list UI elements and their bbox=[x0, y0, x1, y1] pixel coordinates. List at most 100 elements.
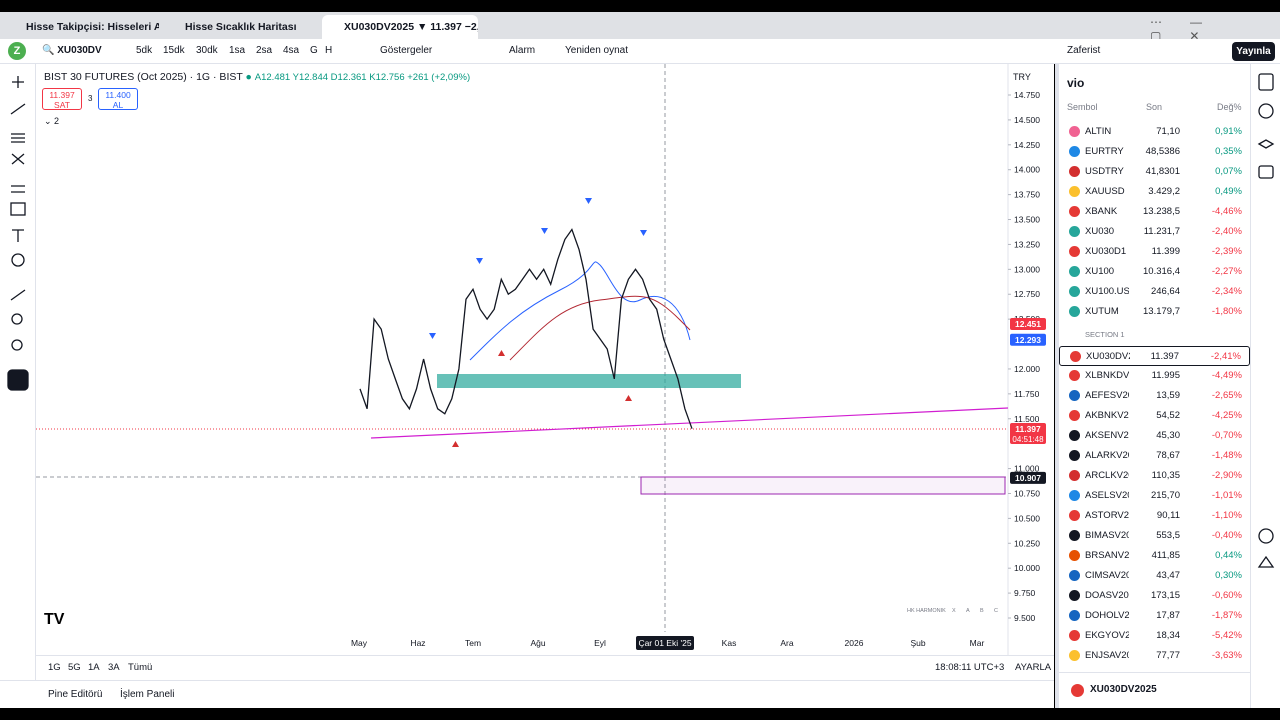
last-price: 215,70 bbox=[1150, 490, 1180, 501]
watchlist-row[interactable]: EKGYOV20 18,34 -5,42% bbox=[1059, 626, 1250, 646]
symbol: ENJSAV202 bbox=[1085, 650, 1129, 661]
interval-button[interactable]: 15dk bbox=[163, 45, 185, 56]
buy-button[interactable]: 11.400 AL bbox=[98, 88, 138, 110]
drawing-toolbar bbox=[0, 64, 36, 680]
bottom-panel: Pine Editörü İşlem Paneli bbox=[0, 680, 1054, 708]
footer-symbol[interactable]: XU030DV2025 bbox=[1090, 684, 1157, 695]
range-button[interactable]: 1G bbox=[48, 662, 61, 673]
last-price: 173,15 bbox=[1150, 590, 1180, 601]
indicators-button[interactable]: Göstergeler bbox=[380, 45, 433, 56]
watchlist-row[interactable]: ASELSV202 215,70 -1,01% bbox=[1059, 486, 1250, 506]
currency[interactable]: TRY bbox=[1013, 72, 1031, 82]
symbol: XBANK bbox=[1085, 206, 1118, 217]
x-tick-label: 2026 bbox=[845, 638, 864, 648]
watchlist-row[interactable]: CIMSAV202 43,47 0,30% bbox=[1059, 566, 1250, 586]
indicator-toggle[interactable]: ⌄ 2 bbox=[44, 116, 60, 126]
y-tick-label: 10.250 bbox=[1014, 538, 1040, 548]
replay-button[interactable]: Yeniden oynat bbox=[565, 45, 629, 56]
interval-button[interactable]: 5dk bbox=[136, 45, 153, 56]
last-price: 43,47 bbox=[1156, 570, 1180, 581]
watchlist-row[interactable]: XLBNKDV2 11.995 -4,49% bbox=[1059, 366, 1250, 386]
y-tick-label: 10.000 bbox=[1014, 563, 1040, 573]
range-button[interactable]: 1A bbox=[88, 662, 100, 673]
watchlist-row[interactable]: XU030 11.231,7 -2,40% bbox=[1059, 222, 1250, 242]
pattern-tool-label: HK HARMONIK bbox=[907, 608, 946, 614]
trading-panel-tab[interactable]: İşlem Paneli bbox=[120, 689, 175, 700]
last-price: 13,59 bbox=[1156, 390, 1180, 401]
sell-button[interactable]: 11.397 SAT bbox=[42, 88, 82, 110]
last-price: 90,11 bbox=[1156, 510, 1180, 521]
change: 0,44% bbox=[1215, 550, 1242, 561]
watchlist-row[interactable]: ENJSAV202 77,77 -3,63% bbox=[1059, 646, 1250, 666]
symbol-search[interactable]: 🔍 XU030DV bbox=[42, 45, 102, 56]
watchlist-row[interactable]: ARCLKV20 110,35 -2,90% bbox=[1059, 466, 1250, 486]
tab[interactable]: XU030DV2025 ▼ 11.397 −2,4 bbox=[322, 15, 478, 39]
tab[interactable]: Hisse Takipçisi: Hisseleri Araya bbox=[4, 15, 159, 39]
interval-button[interactable]: G bbox=[310, 45, 318, 56]
watchlist-row[interactable]: EURTRY 48,5386 0,35% bbox=[1059, 142, 1250, 162]
layout-button[interactable]: Zaferist bbox=[1067, 45, 1101, 56]
range-button[interactable]: 3A bbox=[108, 662, 120, 673]
symbol: USDTRY bbox=[1085, 166, 1124, 177]
sell-price: 11.397 bbox=[49, 90, 75, 100]
last-price: 48,5386 bbox=[1145, 146, 1180, 157]
y-tick-label: 14.750 bbox=[1014, 90, 1040, 100]
panel-icons[interactable] bbox=[1251, 64, 1280, 664]
watchlist-row[interactable]: XU030D1 11.399 -2,39% bbox=[1059, 242, 1250, 262]
pine-editor-tab[interactable]: Pine Editörü bbox=[48, 689, 103, 700]
range-button[interactable]: 5G bbox=[68, 662, 81, 673]
symbol: ASTORV20 bbox=[1085, 510, 1129, 521]
watchlist-row[interactable]: DOASV202 173,15 -0,60% bbox=[1059, 586, 1250, 606]
tab[interactable]: Hisse Sıcaklık Haritası bbox=[163, 15, 318, 39]
watchlist-row[interactable]: XU030DV2 11.397 -2,41% bbox=[1059, 346, 1250, 366]
interval-button[interactable]: H bbox=[325, 45, 333, 56]
watchlist-row[interactable]: DOHOLV20 17,87 -1,87% bbox=[1059, 606, 1250, 626]
column-header[interactable]: Sembol bbox=[1067, 102, 1098, 112]
moving-average bbox=[509, 295, 691, 361]
symbol-icon bbox=[1069, 650, 1080, 661]
last-price: 11.397 bbox=[1150, 351, 1179, 362]
watchlist-row[interactable]: AKBNKV20 54,52 -4,25% bbox=[1059, 406, 1250, 426]
change: -1,48% bbox=[1211, 450, 1242, 461]
watchlist-row[interactable]: BRSANV20 411,85 0,44% bbox=[1059, 546, 1250, 566]
watchlist-row[interactable]: AEFESV20 13,59 -2,65% bbox=[1059, 386, 1250, 406]
watchlist-row[interactable]: AKSENV20 45,30 -0,70% bbox=[1059, 426, 1250, 446]
last-price: 78,67 bbox=[1156, 450, 1180, 461]
watchlist-row[interactable]: XBANK 13.238,5 -4,46% bbox=[1059, 202, 1250, 222]
watchlist-row[interactable]: XAUUSD 3.429,2 0,49% bbox=[1059, 182, 1250, 202]
change: -2,90% bbox=[1211, 470, 1242, 481]
symbol: ALTIN bbox=[1085, 126, 1112, 137]
interval-button[interactable]: 2sa bbox=[256, 45, 273, 56]
watchlist-row[interactable]: XUTUM 13.179,7 -1,80% bbox=[1059, 302, 1250, 322]
change: -2,39% bbox=[1211, 246, 1242, 257]
avatar[interactable]: Z bbox=[8, 42, 26, 60]
symbol: XLBNKDV2 bbox=[1085, 370, 1129, 381]
watchlist-row[interactable]: USDTRY 41,8301 0,07% bbox=[1059, 162, 1250, 182]
watchlist-row[interactable]: ALTIN 71,10 0,91% bbox=[1059, 122, 1250, 142]
tool-icons[interactable] bbox=[0, 64, 36, 524]
column-header[interactable]: Değ% bbox=[1217, 102, 1242, 112]
interval-button[interactable]: 30dk bbox=[196, 45, 218, 56]
alarm-button[interactable]: Alarm bbox=[509, 45, 536, 56]
publish-button[interactable]: Yayınla bbox=[1232, 42, 1275, 61]
watchlist-row[interactable]: ALARKV20 78,67 -1,48% bbox=[1059, 446, 1250, 466]
symbol: XU030D1 bbox=[1085, 246, 1127, 257]
x-tick-label: Haz bbox=[410, 638, 425, 648]
last-price: 13.179,7 bbox=[1143, 306, 1180, 317]
watchlist-title[interactable]: vio bbox=[1067, 76, 1085, 90]
adjust-button[interactable]: AYARLA bbox=[1015, 662, 1052, 673]
watchlist-row[interactable]: XU100 10.316,4 -2,27% bbox=[1059, 262, 1250, 282]
right-toolbar bbox=[1250, 64, 1280, 708]
last-price: 13.238,5 bbox=[1143, 206, 1180, 217]
watchlist-row[interactable]: XU100.USD 246,64 -2,34% bbox=[1059, 282, 1250, 302]
watchlist-row[interactable]: BIMASV202 553,5 -0,40% bbox=[1059, 526, 1250, 546]
change: -1,10% bbox=[1211, 510, 1242, 521]
range-button[interactable]: Tümü bbox=[128, 662, 153, 673]
interval-button[interactable]: 1sa bbox=[229, 45, 246, 56]
pattern-tool-label: C bbox=[994, 608, 998, 614]
interval-button[interactable]: 4sa bbox=[283, 45, 300, 56]
column-header[interactable]: Son bbox=[1146, 102, 1163, 112]
watchlist-row[interactable]: ASTORV20 90,11 -1,10% bbox=[1059, 506, 1250, 526]
price-label: 11.397 bbox=[1015, 424, 1041, 434]
y-tick-label: 11.000 bbox=[1014, 464, 1040, 474]
